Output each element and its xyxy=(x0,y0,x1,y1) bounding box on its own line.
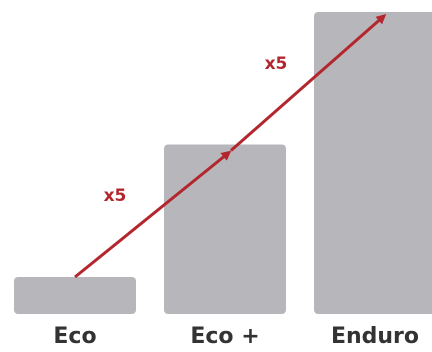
category-label-eco-plus: Eco + xyxy=(190,324,259,349)
category-label-eco: Eco xyxy=(53,324,96,349)
bar-eco-plus xyxy=(164,144,286,314)
category-label-enduro: Enduro xyxy=(331,324,419,349)
bar-enduro xyxy=(314,12,432,314)
growth-arrow-2 xyxy=(230,14,387,152)
growth-label-1: x5 xyxy=(104,186,127,206)
growth-label-2: x5 xyxy=(265,54,288,74)
bar-eco xyxy=(14,277,136,314)
growth-arrow-1 xyxy=(74,150,232,279)
